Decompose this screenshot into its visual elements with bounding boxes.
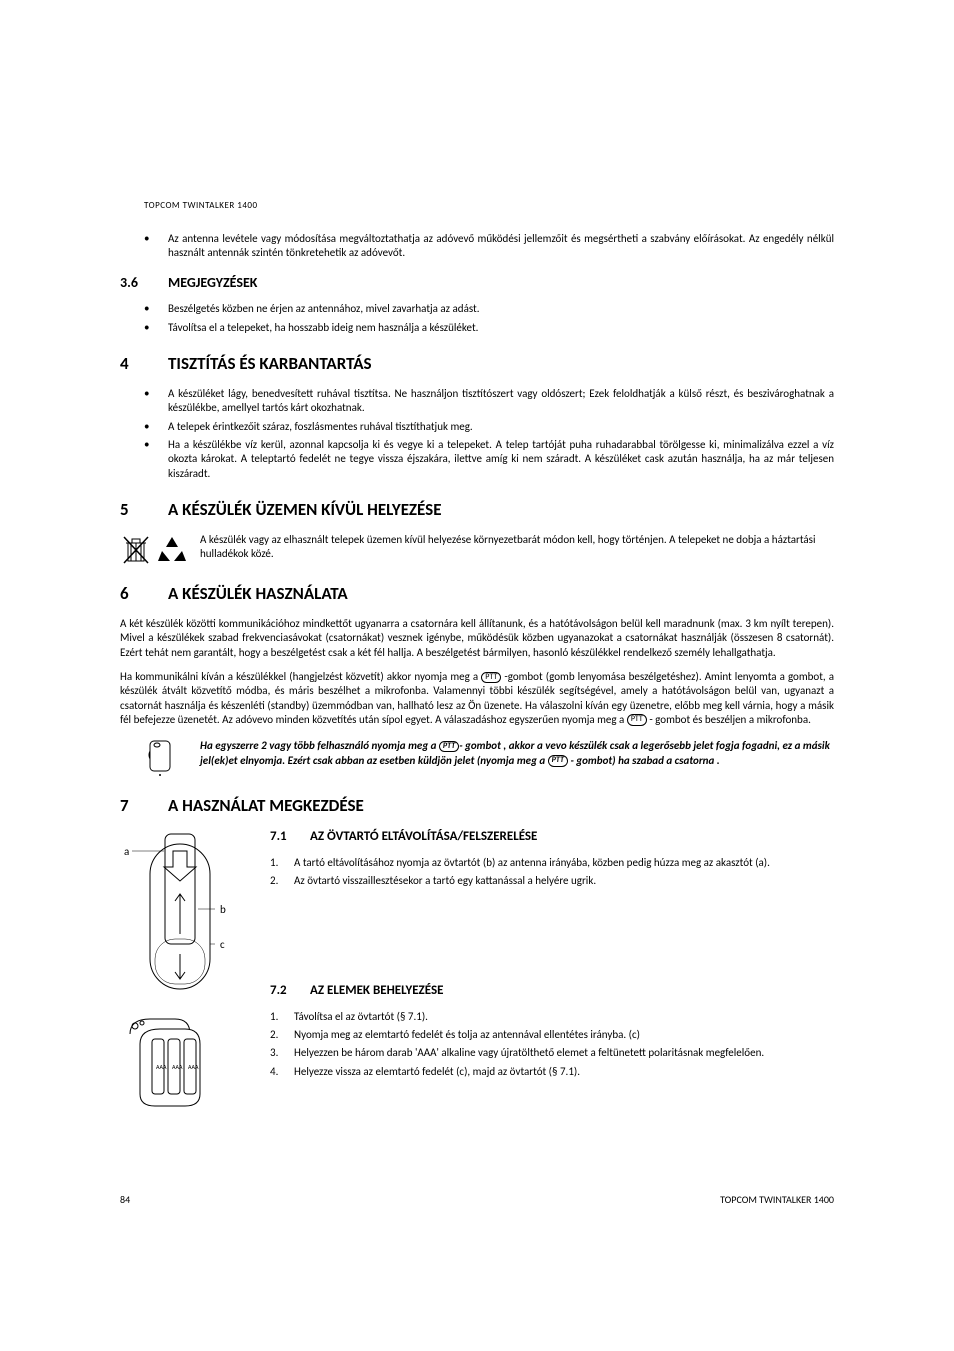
heading-num: 6 bbox=[120, 583, 168, 605]
recycle-icons bbox=[120, 533, 200, 565]
bullet-text: A telepek érintkezőit száraz, foszlásmen… bbox=[168, 420, 834, 434]
page-footer: 84 TOPCOM TWINTALKER 1400 bbox=[120, 1193, 834, 1206]
footer-title: TOPCOM TWINTALKER 1400 bbox=[720, 1193, 834, 1206]
heading-7-1: 7.1 AZ ÖVTARTÓ ELTÁVOLÍTÁSA/FELSZERELÉSE bbox=[270, 829, 834, 846]
ptt-icon: PTT bbox=[548, 755, 568, 767]
bullet-text: A készüléket lágy, benedvesített ruhával… bbox=[168, 387, 834, 416]
ptt-icon: PTT bbox=[481, 672, 501, 684]
label-c: c bbox=[220, 938, 225, 951]
list-item: Távolítsa el az övtartót (§ 7.1). bbox=[294, 1010, 834, 1024]
heading-title: TISZTÍTÁS ÉS KARBANTARTÁS bbox=[168, 353, 372, 375]
list-item: Helyezze vissza az elemtartó fedelét (c)… bbox=[294, 1065, 834, 1079]
heading-7: 7 A HASZNÁLAT MEGKEZDÉSE bbox=[120, 795, 834, 817]
diagrams-column: a b c AAA AAA AAA bbox=[120, 829, 250, 1113]
heading-num: 7 bbox=[120, 795, 168, 817]
section-5-body: A készülék vagy az elhasznált telepek üz… bbox=[120, 533, 834, 565]
battery-diagram: AAA AAA AAA bbox=[120, 1014, 250, 1109]
section-7-layout: a b c AAA AAA AAA 7.1 AZ ÖVTARTÓ ELTÁVOLÍT… bbox=[120, 829, 834, 1113]
bullet-text: Beszélgetés közben ne érjen az antennáho… bbox=[168, 302, 834, 316]
svg-text:AAA: AAA bbox=[188, 1063, 199, 1071]
bullet-row: • Az antenna levétele vagy módosítása me… bbox=[144, 232, 834, 261]
list-item: Az övtartó visszaillesztésekor a tartó e… bbox=[294, 874, 834, 888]
heading-4: 4 TISZTÍTÁS ÉS KARBANTARTÁS bbox=[120, 353, 834, 375]
section-6-note: Ha egyszerre 2 vagy több felhasználó nyo… bbox=[120, 739, 834, 777]
list-item: Nyomja meg az elemtartó fedelét és tolja… bbox=[294, 1028, 834, 1042]
svg-text:AAA: AAA bbox=[156, 1063, 167, 1071]
label-a: a bbox=[124, 845, 129, 858]
section-6-para2: Ha kommunikálni kíván a készülékkel (han… bbox=[120, 670, 834, 727]
page-number: 84 bbox=[120, 1193, 130, 1206]
heading-5: 5 A KÉSZÜLÉK ÜZEMEN KÍVÜL HELYEZÉSE bbox=[120, 499, 834, 521]
list-7-1: 1.A tartó eltávolításához nyomja az övta… bbox=[270, 856, 834, 889]
trash-crossed-icon bbox=[120, 533, 152, 565]
section-5-text: A készülék vagy az elhasznált telepek üz… bbox=[200, 533, 834, 562]
section-7-right: 7.1 AZ ÖVTARTÓ ELTÁVOLÍTÁSA/FELSZERELÉSE… bbox=[270, 829, 834, 1113]
beltclip-diagram: a b c bbox=[120, 829, 250, 999]
ptt-icon: PTT bbox=[627, 714, 647, 726]
bullets-3-6: •Beszélgetés közben ne érjen az antennáh… bbox=[120, 302, 834, 335]
heading-title: A KÉSZÜLÉK HASZNÁLATA bbox=[168, 583, 348, 605]
list-item: A tartó eltávolításához nyomja az övtart… bbox=[294, 856, 834, 870]
heading-3-6: 3.6 MEGJEGYZÉSEK bbox=[120, 274, 834, 292]
heading-title: A KÉSZÜLÉK ÜZEMEN KÍVÜL HELYEZÉSE bbox=[168, 499, 442, 521]
recycle-icon bbox=[156, 533, 188, 565]
label-b: b bbox=[220, 903, 226, 916]
ptt-icon: PTT bbox=[439, 741, 459, 753]
bullet-text: Távolítsa el a telepeket, ha hosszabb id… bbox=[168, 321, 834, 335]
page-header: TOPCOM TWINTALKER 1400 bbox=[120, 200, 834, 212]
intro-bullets: • Az antenna levétele vagy módosítása me… bbox=[120, 232, 834, 261]
bullets-4: •A készüléket lágy, benedvesített ruháva… bbox=[120, 387, 834, 481]
svg-text:AAA: AAA bbox=[172, 1063, 183, 1071]
heading-title: A HASZNÁLAT MEGKEZDÉSE bbox=[168, 795, 364, 817]
section-6-para1: A két készülék közötti kommunikációhoz m… bbox=[120, 617, 834, 660]
bullet-text: Ha a készülékbe víz kerül, azonnal kapcs… bbox=[168, 438, 834, 481]
heading-num: 5 bbox=[120, 499, 168, 521]
bullet-marker: • bbox=[144, 232, 168, 261]
list-7-2: 1.Távolítsa el az övtartót (§ 7.1). 2.Ny… bbox=[270, 1010, 834, 1079]
info-icon bbox=[120, 739, 200, 777]
heading-num: 3.6 bbox=[120, 274, 168, 292]
list-item: Helyezzen be három darab 'AAA' alkaline … bbox=[294, 1046, 834, 1060]
bullet-text: Az antenna levétele vagy módosítása megv… bbox=[168, 232, 834, 261]
heading-7-2: 7.2 AZ ELEMEK BEHELYEZÉSE bbox=[270, 983, 834, 1000]
heading-num: 4 bbox=[120, 353, 168, 375]
note-text: Ha egyszerre 2 vagy több felhasználó nyo… bbox=[200, 739, 834, 768]
heading-title: MEGJEGYZÉSEK bbox=[168, 274, 257, 292]
heading-6: 6 A KÉSZÜLÉK HASZNÁLATA bbox=[120, 583, 834, 605]
